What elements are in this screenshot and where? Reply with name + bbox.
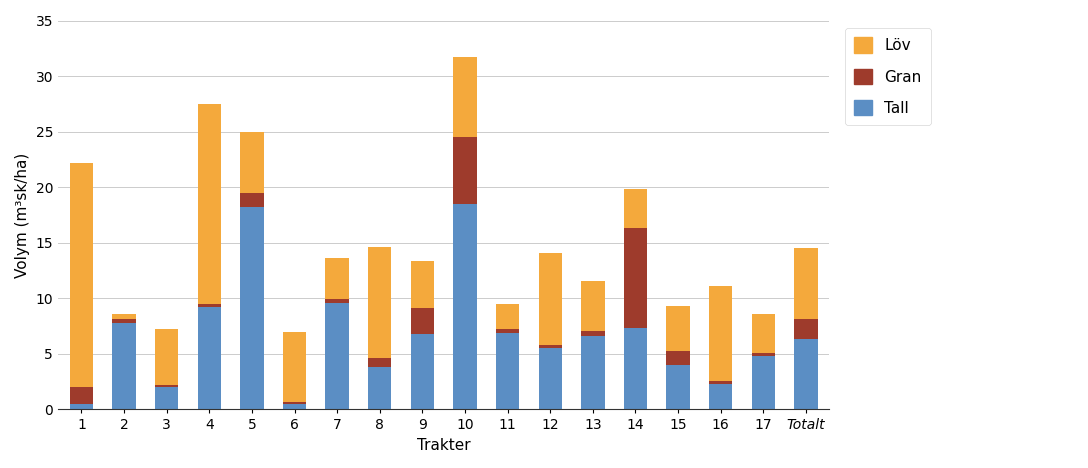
Bar xyxy=(240,132,263,193)
Bar xyxy=(794,249,817,320)
Bar xyxy=(410,261,434,308)
Bar xyxy=(666,365,690,410)
X-axis label: Trakter: Trakter xyxy=(417,438,470,453)
Bar xyxy=(496,329,519,333)
Bar xyxy=(325,300,349,303)
Bar xyxy=(454,57,477,137)
Bar xyxy=(496,333,519,410)
Bar xyxy=(752,353,775,356)
Bar xyxy=(581,280,605,330)
Bar xyxy=(666,306,690,351)
Bar xyxy=(752,314,775,353)
Bar xyxy=(112,314,136,320)
Bar xyxy=(70,404,94,410)
Bar xyxy=(752,356,775,410)
Bar xyxy=(623,190,647,228)
Bar xyxy=(539,253,561,345)
Bar xyxy=(283,402,306,404)
Bar xyxy=(325,303,349,410)
Bar xyxy=(283,332,306,402)
Bar xyxy=(154,329,178,385)
Y-axis label: Volym (m³sk/ha): Volym (m³sk/ha) xyxy=(15,152,30,278)
Bar xyxy=(454,204,477,410)
Bar xyxy=(581,336,605,410)
Bar xyxy=(709,286,732,380)
Bar xyxy=(112,323,136,410)
Bar xyxy=(154,387,178,410)
Bar xyxy=(410,334,434,410)
Bar xyxy=(368,367,392,410)
Legend: Löv, Gran, Tall: Löv, Gran, Tall xyxy=(844,28,931,125)
Bar xyxy=(240,193,263,207)
Bar xyxy=(240,207,263,410)
Bar xyxy=(709,384,732,410)
Bar xyxy=(539,348,561,410)
Bar xyxy=(794,339,817,410)
Bar xyxy=(539,345,561,348)
Bar xyxy=(794,320,817,339)
Bar xyxy=(623,228,647,328)
Bar xyxy=(623,328,647,410)
Bar xyxy=(283,404,306,410)
Bar xyxy=(325,258,349,300)
Bar xyxy=(368,358,392,367)
Bar xyxy=(496,304,519,329)
Bar xyxy=(666,351,690,365)
Bar xyxy=(70,163,94,387)
Bar xyxy=(581,330,605,336)
Bar xyxy=(709,380,732,384)
Bar xyxy=(368,247,392,358)
Bar xyxy=(112,320,136,323)
Bar xyxy=(154,385,178,387)
Bar xyxy=(198,104,221,304)
Bar xyxy=(198,307,221,410)
Bar xyxy=(198,304,221,307)
Bar xyxy=(70,387,94,404)
Bar xyxy=(410,308,434,334)
Bar xyxy=(454,137,477,204)
